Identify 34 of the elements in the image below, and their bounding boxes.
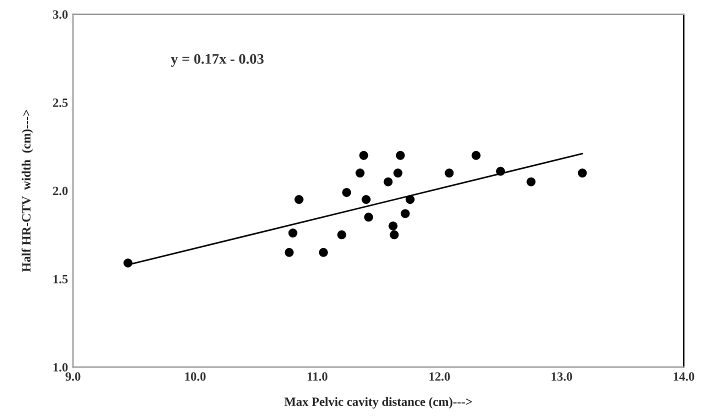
x-tick-label: 12.0 xyxy=(430,372,450,381)
point xyxy=(400,209,410,218)
point xyxy=(342,188,352,197)
point xyxy=(294,195,304,204)
point xyxy=(384,177,393,186)
point xyxy=(318,248,328,257)
y-tick-label: 3.0 xyxy=(52,10,68,19)
x-tick-label: 13.0 xyxy=(552,372,572,381)
point xyxy=(472,150,481,160)
point xyxy=(396,150,405,160)
y-tick-label: 2.5 xyxy=(53,98,68,107)
point xyxy=(359,150,368,160)
point xyxy=(393,168,402,178)
point xyxy=(337,230,346,240)
y-tick-label: 2.0 xyxy=(53,186,68,196)
x-tick-label: 11.0 xyxy=(308,372,328,381)
point xyxy=(362,195,371,204)
annotation: y = 0.17x - 0.03 xyxy=(170,54,264,67)
point xyxy=(288,228,298,238)
y-axis-title: Half HR-CTV width (cm)---> xyxy=(22,110,34,272)
x-tick-label: 10.0 xyxy=(185,372,206,381)
x-tick-label: 9.0 xyxy=(66,372,80,381)
point xyxy=(444,168,454,178)
point xyxy=(388,221,398,230)
point xyxy=(364,212,374,222)
y-tick-label: 1.5 xyxy=(54,274,68,284)
point xyxy=(390,230,399,240)
x-axis-title: Max Pelvic cavity distance (cm)---> xyxy=(284,397,472,409)
point xyxy=(356,168,365,178)
x-tick-label: 14.0 xyxy=(674,372,694,381)
point xyxy=(578,168,587,178)
y-tick-label: 1.0 xyxy=(54,363,68,372)
point xyxy=(284,248,294,257)
point xyxy=(526,177,536,186)
